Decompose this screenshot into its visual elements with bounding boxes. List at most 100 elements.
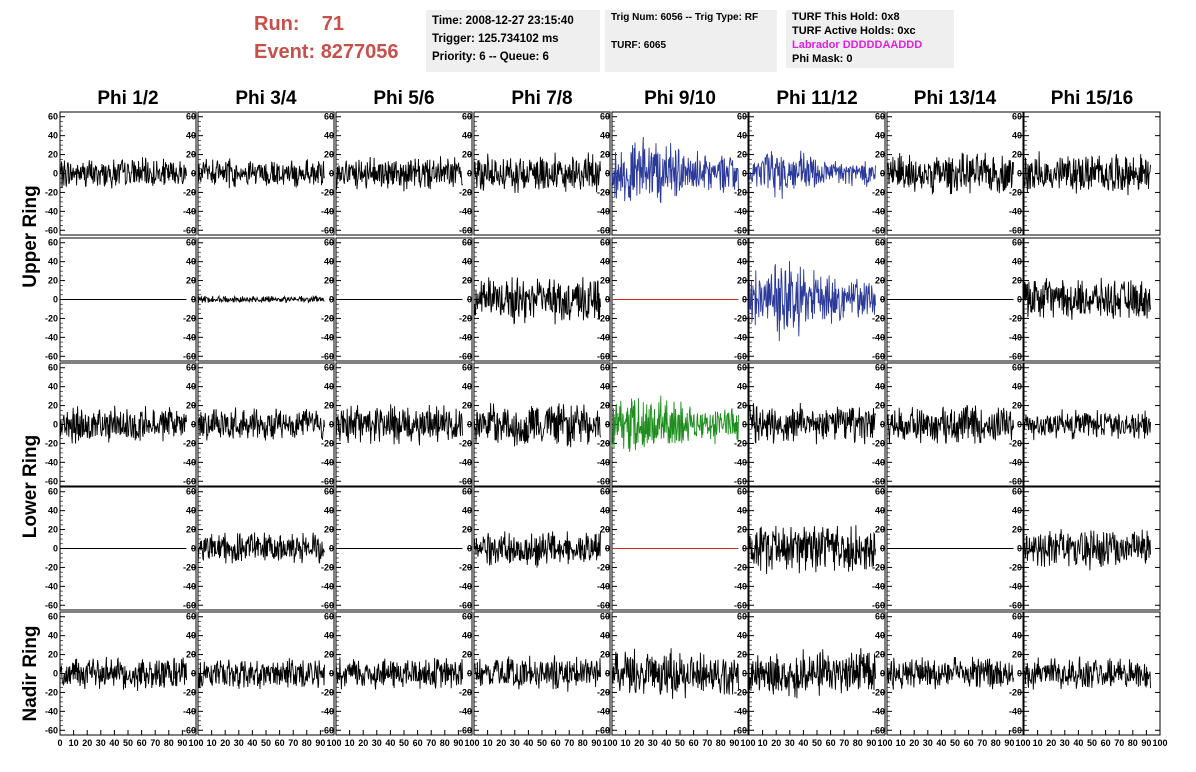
y-tick-label: 20	[737, 150, 747, 160]
y-tick-label: -20	[45, 313, 58, 323]
x-tick-label: 30	[1060, 738, 1070, 748]
column-header: Phi 3/4	[235, 88, 297, 109]
waveform-panel: 60 40 20 0 -20 -40 -60	[45, 237, 197, 362]
y-tick-label: -20	[321, 562, 334, 572]
y-tick-label: -20	[321, 187, 334, 197]
y-tick-label: 60	[324, 363, 334, 373]
y-tick-label: 40	[186, 382, 196, 392]
waveform-panel: 60 40 20 0 -20 -40 -60	[45, 486, 197, 611]
y-tick-label: 60	[186, 487, 196, 497]
y-tick-label: -40	[321, 457, 334, 467]
y-tick-label: 20	[600, 525, 610, 535]
x-tick-label: 50	[950, 738, 960, 748]
x-tick-label: 50	[123, 738, 133, 748]
y-tick-label: 40	[48, 131, 58, 141]
y-tick-label: -60	[183, 600, 196, 610]
trig-num-panel: Trig Num: 6056 -- Trig Type: RF TURF: 60…	[605, 10, 777, 72]
y-tick-label: -40	[734, 706, 747, 716]
y-tick-label: 60	[875, 612, 885, 622]
y-tick-label: 60	[48, 238, 58, 248]
y-tick-label: 0	[1017, 169, 1022, 179]
y-tick-label: 60	[186, 238, 196, 248]
waveform-trace	[748, 260, 876, 342]
x-tick-label: 20	[496, 738, 506, 748]
x-tick-label: 10	[207, 738, 217, 748]
waveform-panel: 60 40 20 0 -20 -40 -60	[321, 111, 473, 236]
y-tick-label: 60	[737, 112, 747, 122]
x-tick-label: 50	[812, 738, 822, 748]
waveform-trace	[1023, 529, 1151, 571]
y-tick-label: -60	[597, 600, 610, 610]
y-tick-label: 20	[48, 401, 58, 411]
y-tick-label: 40	[737, 382, 747, 392]
y-tick-label: 40	[737, 631, 747, 641]
y-tick-label: -20	[183, 313, 196, 323]
y-tick-label: -20	[597, 562, 610, 572]
waveform-panel: 60 40 20 0 -20 -40 -60	[321, 237, 473, 362]
y-tick-label: -20	[459, 313, 472, 323]
waveform-trace	[473, 277, 601, 325]
turf-hold-panel: TURF This Hold: 0x8 TURF Active Holds: 0…	[786, 10, 954, 68]
event-label: Event:	[254, 41, 316, 63]
waveform-trace	[886, 152, 1014, 195]
y-tick-label: 60	[875, 487, 885, 497]
run-value: 71	[321, 13, 345, 35]
waveform-panel: 60 40 20 0 -20 -40 -60	[459, 362, 611, 487]
event-value: 8277056	[320, 41, 399, 63]
y-tick-label: -20	[1009, 438, 1022, 448]
y-tick-label: 60	[462, 112, 472, 122]
y-tick-label: 20	[875, 150, 885, 160]
y-tick-label: 0	[191, 544, 196, 554]
y-tick-label: 0	[605, 669, 610, 679]
y-tick-label: -40	[1009, 581, 1022, 591]
y-tick-label: 60	[48, 612, 58, 622]
x-tick-label: 70	[150, 738, 160, 748]
y-tick-label: 20	[324, 150, 334, 160]
y-tick-label: 0	[880, 169, 885, 179]
x-tick-label: 80	[440, 738, 450, 748]
y-tick-label: 60	[737, 238, 747, 248]
y-tick-label: -60	[734, 225, 747, 235]
y-tick-label: 40	[600, 131, 610, 141]
y-tick-label: -20	[321, 313, 334, 323]
x-tick-label: 40	[523, 738, 533, 748]
y-tick-label: 60	[48, 363, 58, 373]
y-tick-label: 40	[462, 257, 472, 267]
event-row: Event: 8277056	[254, 38, 399, 66]
x-tick-label: 50	[537, 738, 547, 748]
y-tick-label: -60	[321, 225, 334, 235]
x-tick-label: 10	[345, 738, 355, 748]
x-tick-label: 90	[729, 738, 739, 748]
y-tick-label: 60	[600, 238, 610, 248]
y-tick-label: -60	[597, 725, 610, 735]
waveform-panel: 60 40 20 0 -20 -40 -60	[459, 111, 611, 236]
x-tick-label: 80	[716, 738, 726, 748]
waveform-trace	[886, 405, 1014, 445]
y-tick-label: -20	[734, 313, 747, 323]
y-tick-label: -20	[183, 687, 196, 697]
x-tick-label: 70	[839, 738, 849, 748]
y-tick-label: -60	[1009, 476, 1022, 486]
x-tick-label: 50	[1087, 738, 1097, 748]
waveform-panel: 60 40 20 0 -20 -40 -60	[1009, 111, 1161, 236]
y-tick-label: -40	[45, 206, 58, 216]
y-tick-label: -20	[597, 687, 610, 697]
y-tick-label: 40	[186, 631, 196, 641]
waveform-trace	[473, 403, 601, 448]
x-tick-label: 50	[399, 738, 409, 748]
x-tick-label: 20	[358, 738, 368, 748]
y-tick-label: -20	[459, 687, 472, 697]
y-tick-label: -40	[459, 332, 472, 342]
y-tick-label: 20	[600, 650, 610, 660]
waveform-panel: 60 40 20 0 -20 -40 -60	[1009, 237, 1161, 362]
waveform-panel: 60 40 20 0 -20 -40 -60	[1009, 362, 1161, 487]
x-tick-label: 70	[702, 738, 712, 748]
x-tick-label: 90	[177, 738, 187, 748]
y-tick-label: 0	[880, 669, 885, 679]
y-tick-label: -60	[1009, 351, 1022, 361]
